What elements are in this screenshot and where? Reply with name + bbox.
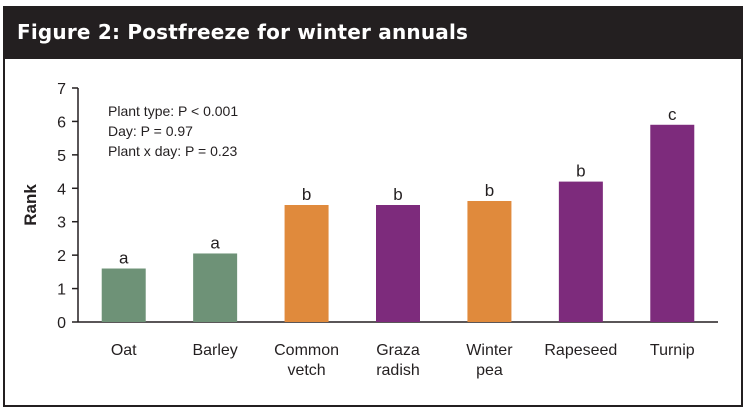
x-category-label: Turnip — [650, 342, 695, 359]
x-category-label: vetch — [287, 362, 325, 379]
figure-frame: Figure 2: Postfreeze for winter annuals — [3, 6, 743, 407]
y-tick-label: 7 — [57, 81, 66, 98]
y-tick-label: 3 — [57, 215, 66, 232]
y-tick-label: 6 — [57, 114, 66, 131]
x-category-label: Barley — [192, 342, 237, 359]
bar — [193, 253, 238, 322]
bar — [650, 124, 695, 323]
y-axis: 0 1 2 3 4 5 6 7 — [57, 81, 79, 332]
y-axis-title: Rank — [21, 184, 40, 226]
significance-letter: b — [485, 181, 494, 200]
bar — [284, 205, 329, 322]
bars-group: a a b b b b c — [101, 105, 695, 323]
significance-letter: b — [576, 162, 585, 181]
stats-annotation: Plant type: P < 0.001 Day: P = 0.97 Plant … — [108, 103, 238, 159]
significance-letter: c — [668, 105, 677, 124]
y-tick-label: 5 — [57, 148, 66, 165]
stat-line: Plant type: P < 0.001 — [108, 103, 238, 119]
y-tick-label: 2 — [57, 248, 66, 265]
y-tick-label: 1 — [57, 282, 66, 299]
significance-letter: a — [210, 233, 220, 252]
bar — [376, 205, 420, 322]
bar — [467, 200, 512, 322]
x-category-label: Winter — [466, 342, 513, 359]
figure-header: Figure 2: Postfreeze for winter annuals — [5, 8, 741, 59]
x-category-label: Rapeseed — [544, 342, 617, 359]
y-tick-label: 4 — [57, 181, 66, 198]
stat-line: Plant x day: P = 0.23 — [108, 143, 238, 159]
x-axis: Oat Barley Common vetch Graza radish Winter pea… — [78, 321, 718, 379]
x-category-label: radish — [376, 362, 420, 379]
significance-letter: a — [119, 249, 129, 268]
y-tick-label: 0 — [57, 315, 66, 332]
x-category-label: pea — [476, 362, 503, 379]
significance-letter: b — [393, 185, 402, 204]
bar — [558, 181, 603, 322]
x-category-label: Graza — [376, 342, 420, 359]
stat-line: Day: P = 0.97 — [108, 123, 193, 139]
significance-letter: b — [302, 185, 311, 204]
x-category-label: Common — [274, 342, 339, 359]
figure-title: Figure 2: Postfreeze for winter annuals — [17, 20, 469, 44]
bar — [101, 268, 146, 322]
x-category-label: Oat — [111, 342, 137, 359]
